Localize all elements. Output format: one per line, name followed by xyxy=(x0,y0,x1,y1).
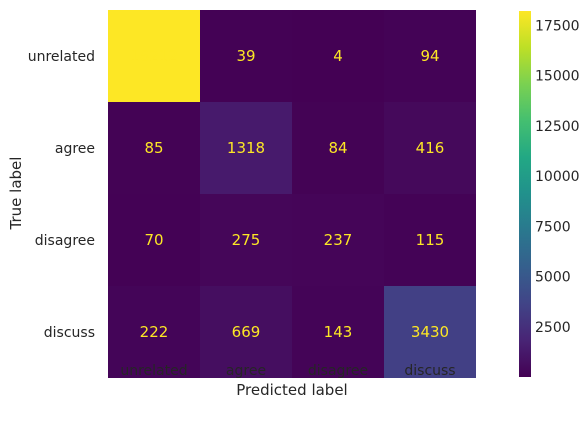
colorbar-tick-label: 15000 xyxy=(535,69,580,85)
heatmap-cell xyxy=(384,286,476,378)
x-axis-label: Predicted label xyxy=(236,381,347,399)
y-tick-label: agree xyxy=(55,141,95,157)
cell-value: 237 xyxy=(324,231,353,249)
cell-value: 39 xyxy=(236,47,255,65)
colorbar xyxy=(519,11,531,377)
x-tick-label: agree xyxy=(226,363,266,379)
cell-value: 416 xyxy=(416,139,445,157)
y-tick-label: unrelated xyxy=(28,49,95,65)
heatmap-cell xyxy=(108,102,200,194)
heatmap-cell xyxy=(108,194,200,286)
cell-value: 222 xyxy=(140,323,169,341)
colorbar-tick-labels: 2500 5000 7500 10000 12500 15000 17500 xyxy=(535,18,580,336)
heatmap-cell xyxy=(292,10,384,102)
colorbar-tick-label: 17500 xyxy=(535,18,580,34)
heatmap-cell xyxy=(292,194,384,286)
x-tick-label: unrelated xyxy=(120,363,187,379)
heatmap-cells xyxy=(108,10,476,378)
cell-value: 143 xyxy=(324,323,353,341)
cell-value: 115 xyxy=(416,231,445,249)
heatmap-cell xyxy=(384,10,476,102)
colorbar-tick-label: 7500 xyxy=(535,219,571,235)
x-tick-label: discuss xyxy=(404,363,455,379)
cell-value: 1318 xyxy=(227,139,265,157)
y-tick-label: disagree xyxy=(35,233,95,249)
cell-value: 85 xyxy=(144,139,163,157)
x-tick-label: disagree xyxy=(308,363,368,379)
heatmap-cell xyxy=(200,102,292,194)
y-tick-labels: unrelated agree disagree discuss xyxy=(28,49,95,341)
heatmap-cell xyxy=(108,10,200,102)
colorbar-tick-label: 12500 xyxy=(535,119,580,135)
cell-value: 18212 xyxy=(130,47,178,65)
colorbar-tick-label: 5000 xyxy=(535,270,571,286)
heatmap-cell xyxy=(200,286,292,378)
colorbar-tick-label: 10000 xyxy=(535,169,580,185)
heatmap-cell xyxy=(200,10,292,102)
cell-value: 3430 xyxy=(411,323,449,341)
colorbar-tick-label: 2500 xyxy=(535,320,571,336)
y-axis-label: True label xyxy=(7,157,25,231)
y-tick-label: discuss xyxy=(44,325,95,341)
cell-value: 84 xyxy=(328,139,347,157)
cell-value: 275 xyxy=(232,231,261,249)
x-tick-labels: unrelated agree disagree discuss xyxy=(120,363,455,379)
cell-value: 669 xyxy=(232,323,261,341)
heatmap-cell xyxy=(108,286,200,378)
cell-value: 94 xyxy=(420,47,439,65)
cell-value: 70 xyxy=(144,231,163,249)
heatmap-cell xyxy=(292,102,384,194)
heatmap-cell xyxy=(384,102,476,194)
heatmap-cell xyxy=(292,286,384,378)
cell-value: 4 xyxy=(333,47,343,65)
heatmap-cell xyxy=(384,194,476,286)
cell-value-labels: 18212 39 4 94 85 1318 84 416 70 275 237 115 222 669 14… xyxy=(130,47,449,341)
heatmap-cell xyxy=(200,194,292,286)
